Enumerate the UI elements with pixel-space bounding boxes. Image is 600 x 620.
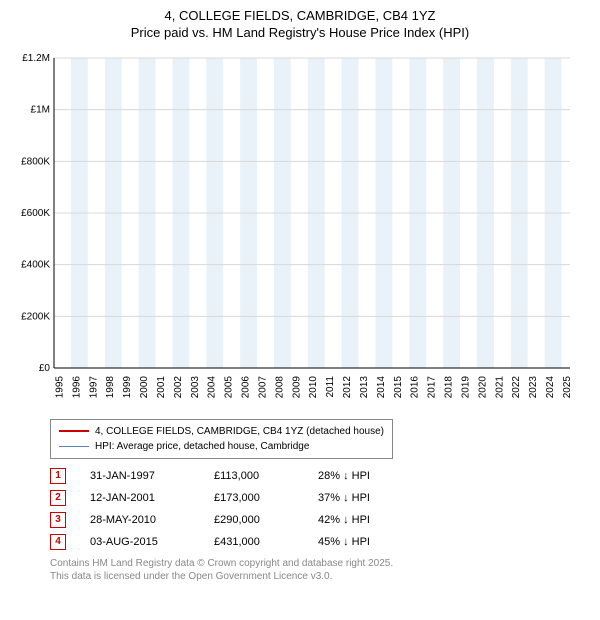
sale-date: 31-JAN-1997 [90, 470, 190, 482]
chart-title: 4, COLLEGE FIELDS, CAMBRIDGE, CB4 1YZ Pr… [10, 8, 590, 42]
sale-delta: 42% ↓ HPI [318, 514, 370, 526]
svg-text:2011: 2011 [325, 375, 336, 397]
svg-text:2014: 2014 [376, 375, 387, 398]
svg-text:2004: 2004 [207, 375, 218, 398]
svg-text:2018: 2018 [444, 375, 455, 398]
line-chart-svg: £0 £200K £400K £600K £800K £1M £1.2M 1995 1996 19… [10, 48, 580, 408]
svg-text:2006: 2006 [241, 375, 252, 398]
sales-row: 1 31-JAN-1997 £113,000 28% ↓ HPI [50, 465, 590, 487]
sale-price: £431,000 [214, 536, 294, 548]
legend-label-red: 4, COLLEGE FIELDS, CAMBRIDGE, CB4 1YZ (d… [95, 424, 384, 439]
svg-text:2015: 2015 [393, 375, 404, 398]
svg-text:2012: 2012 [342, 375, 353, 398]
svg-text:2009: 2009 [291, 375, 302, 398]
footer-line-1: Contains HM Land Registry data © Crown c… [50, 557, 590, 570]
footer-line-2: This data is licensed under the Open Gov… [50, 570, 590, 583]
footer-attribution: Contains HM Land Registry data © Crown c… [50, 557, 590, 583]
sale-date: 12-JAN-2001 [90, 492, 190, 504]
legend-box: 4, COLLEGE FIELDS, CAMBRIDGE, CB4 1YZ (d… [50, 419, 393, 459]
svg-text:2023: 2023 [528, 375, 539, 398]
sales-table: 1 31-JAN-1997 £113,000 28% ↓ HPI 2 12-JAN-200… [50, 465, 590, 553]
sale-marker-box: 1 [50, 468, 66, 484]
svg-text:2016: 2016 [410, 375, 421, 398]
sale-delta: 37% ↓ HPI [318, 492, 370, 504]
sales-row: 2 12-JAN-2001 £173,000 37% ↓ HPI [50, 487, 590, 509]
svg-text:2001: 2001 [156, 375, 167, 398]
svg-text:£1M: £1M [31, 104, 50, 115]
svg-text:2022: 2022 [511, 375, 522, 398]
svg-text:2021: 2021 [494, 375, 505, 398]
sale-date: 28-MAY-2010 [90, 514, 190, 526]
svg-text:£400K: £400K [21, 259, 50, 270]
legend-row-blue: HPI: Average price, detached house, Camb… [59, 439, 384, 454]
chart-plot: £0 £200K £400K £600K £800K £1M £1.2M 1995 1996 19… [10, 48, 590, 413]
legend-swatch-blue [59, 446, 89, 447]
chart-container: 4, COLLEGE FIELDS, CAMBRIDGE, CB4 1YZ Pr… [0, 0, 600, 591]
svg-text:2024: 2024 [545, 375, 556, 398]
title-line-2: Price paid vs. HM Land Registry's House … [10, 25, 590, 42]
sales-row: 3 28-MAY-2010 £290,000 42% ↓ HPI [50, 509, 590, 531]
svg-text:2019: 2019 [460, 375, 471, 398]
legend-row-red: 4, COLLEGE FIELDS, CAMBRIDGE, CB4 1YZ (d… [59, 424, 384, 439]
svg-text:2020: 2020 [477, 375, 488, 398]
svg-text:2007: 2007 [257, 375, 268, 398]
svg-text:2010: 2010 [308, 375, 319, 398]
svg-text:1999: 1999 [122, 375, 133, 398]
svg-text:£600K: £600K [21, 208, 50, 219]
svg-text:2003: 2003 [190, 375, 201, 398]
svg-text:£1.2M: £1.2M [22, 53, 50, 64]
svg-text:£200K: £200K [21, 311, 50, 322]
svg-text:2002: 2002 [173, 375, 184, 398]
svg-text:2017: 2017 [427, 375, 438, 398]
svg-text:2025: 2025 [562, 375, 573, 398]
svg-text:1996: 1996 [71, 375, 82, 398]
sale-marker-box: 2 [50, 490, 66, 506]
svg-text:2005: 2005 [224, 375, 235, 398]
sale-marker-box: 4 [50, 534, 66, 550]
legend-label-blue: HPI: Average price, detached house, Camb… [95, 439, 309, 454]
title-line-1: 4, COLLEGE FIELDS, CAMBRIDGE, CB4 1YZ [10, 8, 590, 25]
svg-text:1995: 1995 [54, 375, 65, 398]
sale-delta: 45% ↓ HPI [318, 536, 370, 548]
svg-text:2013: 2013 [359, 375, 370, 398]
sale-marker-box: 3 [50, 512, 66, 528]
sale-price: £173,000 [214, 492, 294, 504]
svg-text:1997: 1997 [88, 375, 99, 398]
sale-price: £290,000 [214, 514, 294, 526]
sale-price: £113,000 [214, 470, 294, 482]
sale-date: 03-AUG-2015 [90, 536, 190, 548]
svg-text:1998: 1998 [105, 375, 116, 398]
svg-text:2000: 2000 [139, 375, 150, 398]
svg-text:£0: £0 [39, 363, 51, 374]
sale-delta: 28% ↓ HPI [318, 470, 370, 482]
sales-row: 4 03-AUG-2015 £431,000 45% ↓ HPI [50, 531, 590, 553]
legend-swatch-red [59, 430, 89, 432]
svg-text:£800K: £800K [21, 156, 50, 167]
svg-text:2008: 2008 [274, 375, 285, 398]
